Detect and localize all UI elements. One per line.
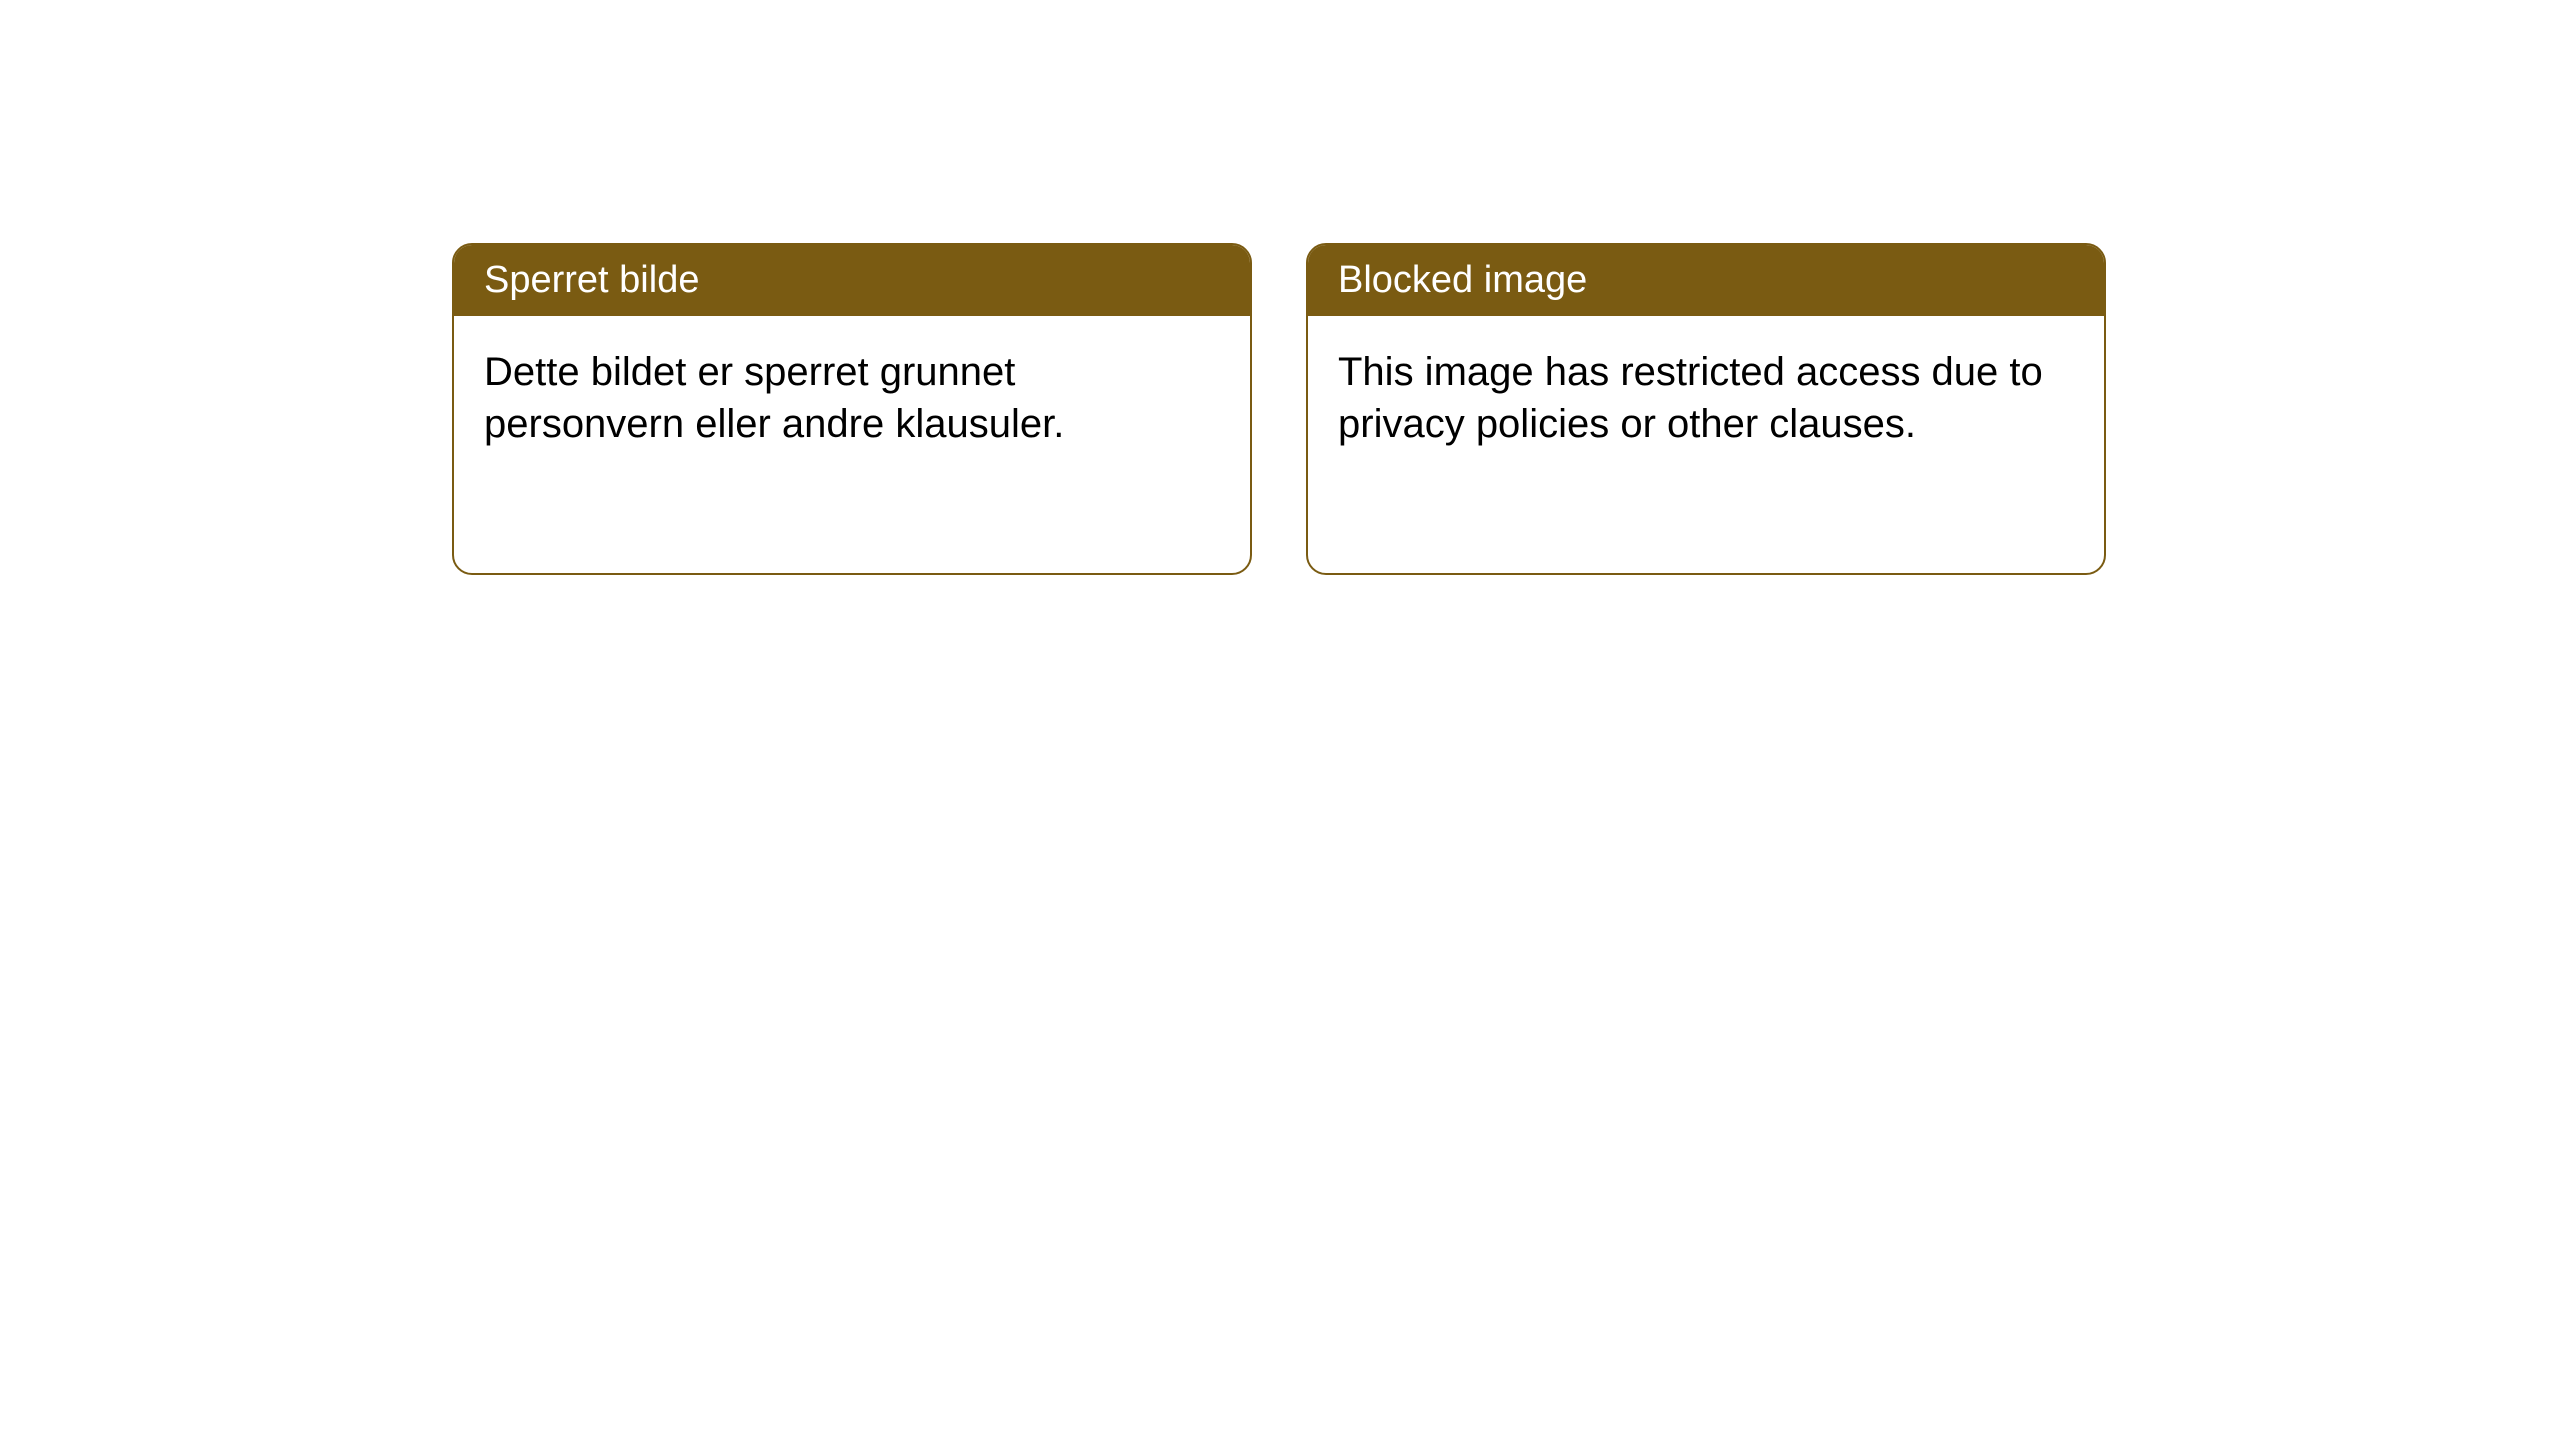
blocked-image-card-en: Blocked image This image has restricted … [1306, 243, 2106, 575]
blocked-image-card-no: Sperret bilde Dette bildet er sperret gr… [452, 243, 1252, 575]
card-body: Dette bildet er sperret grunnet personve… [454, 316, 1250, 480]
card-header: Sperret bilde [454, 245, 1250, 316]
card-title: Blocked image [1338, 259, 1587, 301]
blocked-image-cards: Sperret bilde Dette bildet er sperret gr… [452, 243, 2106, 575]
card-header: Blocked image [1308, 245, 2104, 316]
card-body-text: Dette bildet er sperret grunnet personve… [484, 350, 1064, 446]
card-body-text: This image has restricted access due to … [1338, 350, 2043, 446]
card-title: Sperret bilde [484, 259, 699, 301]
card-body: This image has restricted access due to … [1308, 316, 2104, 480]
